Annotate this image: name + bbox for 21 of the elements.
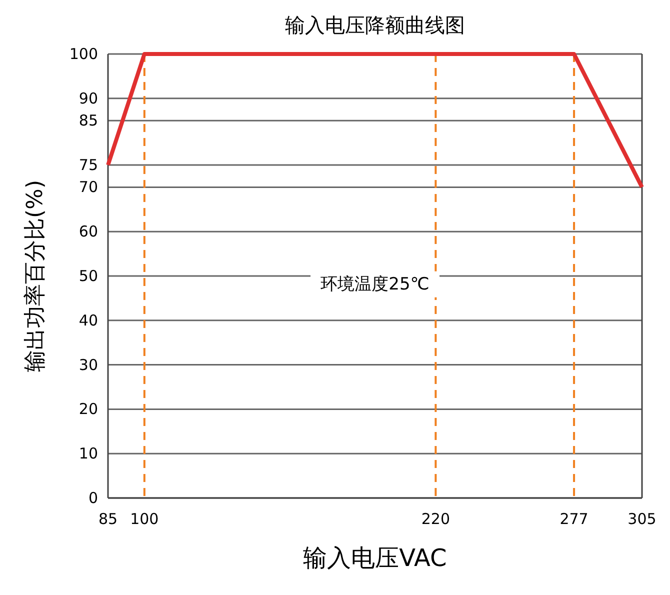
y-tick-label: 20 — [78, 400, 98, 418]
y-axis-title: 输出功率百分比(%) — [23, 180, 48, 372]
x-tick-label: 305 — [628, 510, 656, 528]
y-tick-label: 40 — [78, 311, 98, 330]
y-tick-label: 50 — [78, 267, 98, 285]
x-tick-label: 85 — [98, 510, 118, 528]
y-tick-label: 30 — [78, 356, 98, 374]
y-tick-label: 60 — [78, 222, 98, 241]
y-tick-label: 10 — [78, 444, 98, 463]
y-tick-label: 100 — [69, 45, 98, 63]
y-tick-label: 0 — [88, 489, 98, 507]
x-axis-title: 输入电压VAC — [303, 544, 447, 572]
annotation: 环境温度25℃ — [320, 274, 430, 294]
chart-title: 输入电压降额曲线图 — [285, 13, 465, 37]
x-tick-label: 220 — [421, 510, 450, 528]
y-tick-label: 85 — [78, 112, 98, 130]
y-tick-label: 90 — [78, 89, 98, 108]
y-tick-label: 75 — [78, 156, 98, 174]
y-tick-label: 70 — [78, 178, 98, 196]
x-tick-label: 277 — [560, 510, 588, 528]
x-tick-label: 100 — [130, 510, 159, 528]
